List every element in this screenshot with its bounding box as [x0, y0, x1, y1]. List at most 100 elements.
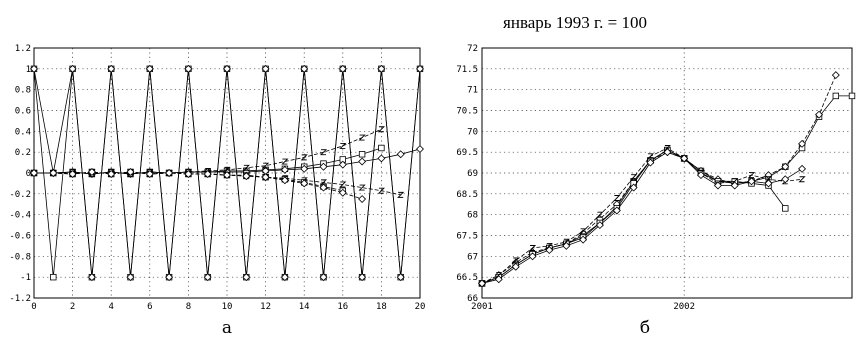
data-point-diamond — [338, 188, 347, 197]
y-tick-label: -0.2 — [9, 190, 31, 200]
data-point-z — [339, 181, 347, 188]
y-tick-label: 0.8 — [15, 86, 31, 96]
data-point-diamond — [223, 64, 231, 73]
data-point-diamond — [396, 150, 405, 159]
data-point-diamond — [663, 148, 672, 157]
data-point-diamond — [145, 170, 154, 179]
y-tick-label: -0.4 — [9, 211, 31, 221]
data-point-z — [528, 245, 537, 251]
y-tick-label: 1.2 — [15, 44, 31, 54]
data-point-diamond — [126, 273, 135, 282]
data-point-z — [358, 134, 366, 141]
data-point-diamond — [280, 165, 289, 174]
data-point-diamond — [416, 145, 424, 154]
data-point-diamond — [242, 273, 251, 282]
data-point-z — [377, 126, 385, 133]
data-point-z — [242, 164, 250, 171]
data-point-diamond — [747, 177, 756, 186]
data-point-square — [848, 92, 856, 100]
data-point-diamond — [300, 179, 309, 188]
y-tick-label: 71.5 — [456, 65, 478, 75]
data-point-diamond — [184, 64, 193, 73]
data-point-diamond — [358, 157, 367, 166]
x-tick-label: 4 — [108, 302, 113, 312]
y-tick-label: 68 — [467, 211, 478, 221]
data-point-z — [319, 149, 328, 156]
data-point-diamond — [165, 169, 174, 177]
x-tick-label: 8 — [186, 302, 191, 312]
y-tick-label: 70 — [467, 127, 478, 137]
data-point-diamond — [377, 64, 386, 73]
data-point-diamond — [358, 195, 367, 204]
chart-b: 7271.57170.57069.56968.56867.56766.56620… — [456, 44, 856, 312]
data-point-z — [397, 191, 405, 198]
x-tick-label: 14 — [299, 302, 310, 312]
data-point-diamond — [261, 64, 270, 73]
x-tick-label: 12 — [260, 302, 271, 312]
data-point-diamond — [338, 64, 347, 73]
panel-label-a: а — [222, 318, 232, 338]
data-point-diamond — [494, 275, 503, 284]
data-point-diamond — [478, 279, 486, 288]
index-base-note: январь 1993 г. = 100 — [503, 13, 647, 32]
data-point-diamond — [30, 169, 38, 177]
data-point-diamond — [545, 246, 554, 255]
y-tick-label: -0.6 — [9, 232, 31, 242]
y-tick-label: -0.8 — [9, 252, 31, 262]
data-point-diamond — [595, 221, 604, 230]
data-point-diamond — [261, 173, 270, 182]
y-tick-label: 67 — [467, 252, 478, 262]
data-point-diamond — [646, 158, 655, 167]
series-line — [481, 95, 852, 284]
data-point-diamond — [831, 71, 840, 80]
data-point-diamond — [629, 183, 638, 192]
data-point-diamond — [396, 273, 405, 282]
data-point-z — [596, 211, 604, 218]
data-point-diamond — [68, 170, 77, 179]
x-tick-label: 6 — [147, 302, 152, 312]
x-tick-label: 18 — [376, 302, 387, 312]
y-tick-label: 68.5 — [456, 190, 478, 200]
data-point-square — [358, 151, 366, 158]
data-point-square — [50, 273, 57, 281]
x-tick-label: 0 — [31, 302, 36, 312]
data-point-z — [798, 176, 806, 183]
data-point-diamond — [49, 169, 58, 177]
data-point-square — [378, 144, 385, 152]
y-tick-label: 71 — [467, 86, 478, 96]
data-point-diamond — [798, 139, 807, 148]
y-tick-label: 66 — [467, 294, 478, 304]
data-point-diamond — [798, 164, 807, 173]
data-point-diamond — [815, 110, 824, 119]
data-point-diamond — [358, 273, 367, 282]
data-point-diamond — [612, 206, 621, 215]
data-point-diamond — [223, 171, 231, 180]
data-point-diamond — [87, 273, 96, 282]
data-point-diamond — [126, 167, 135, 176]
data-point-diamond — [107, 64, 116, 73]
x-tick-label: 2001 — [471, 302, 493, 312]
y-tick-label: 0.6 — [15, 107, 31, 117]
data-point-diamond — [781, 175, 790, 184]
data-point-diamond — [528, 252, 537, 261]
y-tick-label: 0 — [26, 169, 31, 179]
data-point-z — [339, 142, 347, 149]
series-line — [481, 147, 803, 284]
data-point-z — [358, 184, 366, 191]
data-point-z — [281, 158, 289, 165]
data-point-diamond — [319, 162, 328, 171]
data-point-diamond — [416, 64, 424, 73]
series-line — [34, 128, 382, 175]
data-point-diamond — [145, 64, 154, 73]
data-point-diamond — [697, 171, 705, 180]
y-tick-label: 69 — [467, 169, 478, 179]
y-tick-label: 72 — [467, 44, 478, 54]
data-point-square — [832, 92, 840, 100]
y-tick-label: 69.5 — [456, 148, 478, 158]
data-point-z — [613, 195, 621, 201]
data-point-diamond — [242, 172, 251, 181]
data-point-diamond — [203, 273, 212, 282]
data-point-z — [262, 162, 270, 169]
chart-a: 1.210.80.60.40.20-0.2-0.4-0.6-0.8-1-1.20… — [9, 44, 425, 312]
